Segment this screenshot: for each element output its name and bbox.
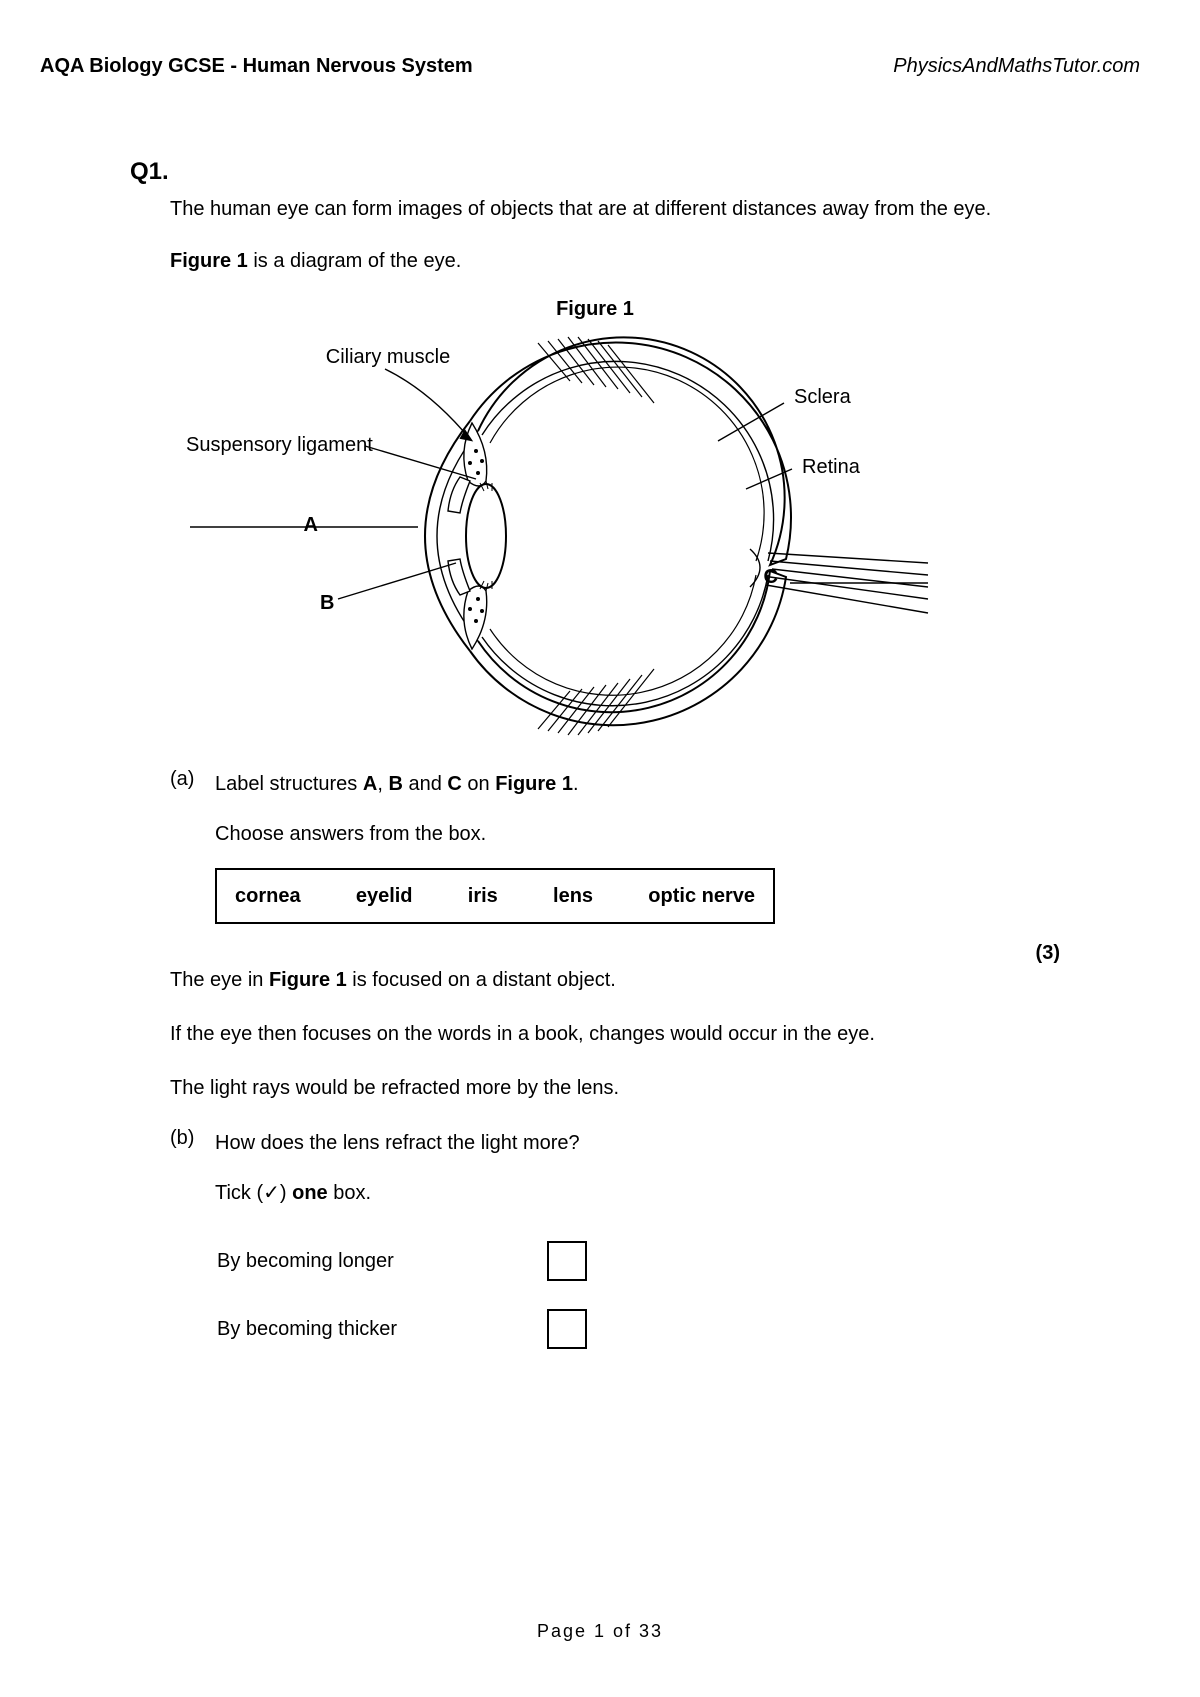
page-footer: Page 1 of 33 (0, 1621, 1200, 1642)
mid-p3: The light rays would be refracted more b… (170, 1073, 1060, 1103)
option-cornea: cornea (235, 880, 301, 912)
mid-p1: The eye in Figure 1 is focused on a dist… (170, 965, 1060, 995)
checkbox-thicker[interactable] (547, 1309, 587, 1349)
part-a-line2: Choose answers from the box. (215, 818, 1060, 850)
label-c: C (764, 566, 778, 588)
label-suspensory: Suspensory ligament (186, 434, 373, 456)
option-eyelid: eyelid (356, 880, 413, 912)
option-lens: lens (553, 880, 593, 912)
intro-p1: The human eye can form images of objects… (170, 194, 1060, 224)
mid-p2: If the eye then focuses on the words in … (170, 1019, 1060, 1049)
label-sclera: Sclera (794, 386, 852, 408)
part-b-letter: (b) (170, 1127, 215, 1377)
option-thicker-label: By becoming thicker (217, 1313, 547, 1345)
part-a-line1: Label structures A, B and C on Figure 1. (215, 768, 1060, 800)
eye-diagram: Ciliary muscle Suspensory ligament Scler… (170, 331, 930, 746)
option-longer-label: By becoming longer (217, 1245, 547, 1277)
checkbox-longer[interactable] (547, 1241, 587, 1281)
label-retina: Retina (802, 456, 861, 478)
figure-title: Figure 1 (130, 298, 1060, 321)
part-b-line2: Tick (✓) one box. (215, 1177, 1060, 1209)
question-number: Q1. (130, 158, 1060, 186)
answer-options-box: cornea eyelid iris lens optic nerve (215, 868, 775, 924)
part-a-letter: (a) (170, 768, 215, 924)
intro-p2: Figure 1 is a diagram of the eye. (170, 246, 1060, 276)
option-optic-nerve: optic nerve (648, 880, 755, 912)
option-iris: iris (468, 880, 498, 912)
label-a: A (304, 514, 318, 536)
label-ciliary: Ciliary muscle (326, 346, 450, 368)
label-b: B (320, 592, 334, 614)
header-right: PhysicsAndMathsTutor.com (893, 55, 1140, 78)
part-a-marks: (3) (130, 942, 1060, 965)
part-b-line1: How does the lens refract the light more… (215, 1127, 1060, 1159)
header-left: AQA Biology GCSE - Human Nervous System (40, 55, 473, 78)
